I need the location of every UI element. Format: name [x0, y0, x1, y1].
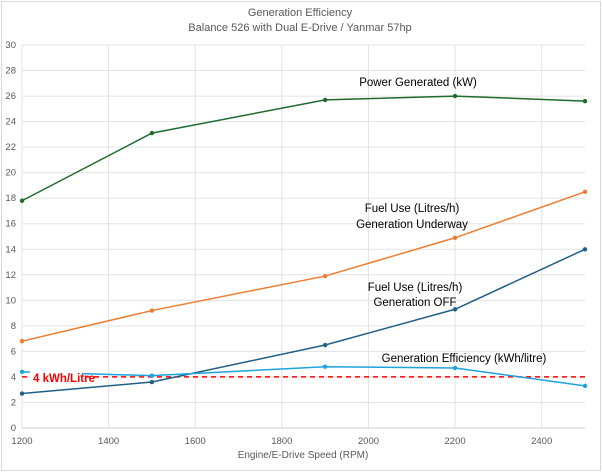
data-point-0 [452, 93, 458, 99]
y-tick-label: 8 [11, 321, 16, 332]
y-tick-label: 28 [5, 66, 16, 77]
data-point-1 [19, 338, 25, 344]
x-tick-label: 1200 [11, 436, 32, 447]
data-point-2 [149, 379, 155, 385]
y-tick-label: 20 [5, 168, 16, 179]
data-point-1 [452, 235, 458, 240]
y-tick-label: 4 [11, 372, 16, 383]
annotation-fuel-off-1: Fuel Use (Litres/h) [368, 282, 463, 294]
x-tick-label: 1600 [185, 436, 206, 447]
y-tick-label: 2 [11, 397, 16, 408]
data-point-3 [149, 373, 155, 378]
y-tick-label: 16 [5, 219, 16, 230]
series-line-0 [21, 95, 586, 202]
chart-title: Generation Efficiency [248, 7, 353, 19]
data-point-0 [19, 198, 25, 203]
data-point-3 [582, 383, 588, 389]
annotation-fuel-underway-1: Fuel Use (Litres/h) [365, 203, 460, 215]
data-point-2 [582, 247, 588, 252]
y-tick-label: 18 [5, 193, 16, 204]
data-point-1 [582, 189, 588, 195]
chart-subtitle: Balance 526 with Dual E-Drive / Yanmar 5… [188, 22, 411, 34]
data-point-3 [322, 364, 328, 369]
data-point-3 [19, 369, 25, 375]
data-point-1 [149, 308, 155, 313]
y-tick-label: 12 [5, 270, 16, 281]
series-line-1 [21, 191, 586, 342]
y-tick-label: 6 [11, 346, 16, 357]
x-tick-label: 2200 [445, 436, 466, 447]
annotation-fuel-underway-2: Generation Underway [356, 219, 468, 231]
data-point-3 [452, 365, 458, 371]
y-tick-label: 0 [11, 423, 16, 434]
data-point-2 [452, 307, 458, 312]
y-tick-label: 14 [5, 244, 16, 255]
x-tick-label: 2000 [358, 436, 379, 447]
data-point-2 [19, 391, 25, 396]
data-point-2 [322, 342, 328, 348]
data-point-0 [322, 97, 328, 103]
y-tick-label: 10 [5, 295, 16, 306]
x-tick-label: 1800 [271, 436, 292, 447]
x-tick-label: 2400 [531, 436, 552, 447]
annotation-power: Power Generated (kW) [359, 77, 477, 89]
reference-line-label: 4 kWh/Litre [33, 373, 95, 385]
series-lines [19, 93, 588, 396]
y-tick-label: 26 [5, 91, 16, 102]
data-point-0 [582, 98, 588, 104]
annotation-fuel-off-2: Generation OFF [373, 297, 456, 309]
y-tick-label: 30 [5, 40, 16, 51]
data-point-1 [322, 273, 328, 279]
y-tick-label: 22 [5, 142, 16, 153]
data-point-0 [149, 130, 155, 136]
x-axis-label: Engine/E-Drive Speed (RPM) [238, 450, 369, 461]
x-tick-label: 1400 [98, 436, 119, 447]
annotation-efficiency: Generation Efficiency (kWh/litre) [382, 353, 547, 365]
y-tick-label: 24 [5, 117, 16, 128]
